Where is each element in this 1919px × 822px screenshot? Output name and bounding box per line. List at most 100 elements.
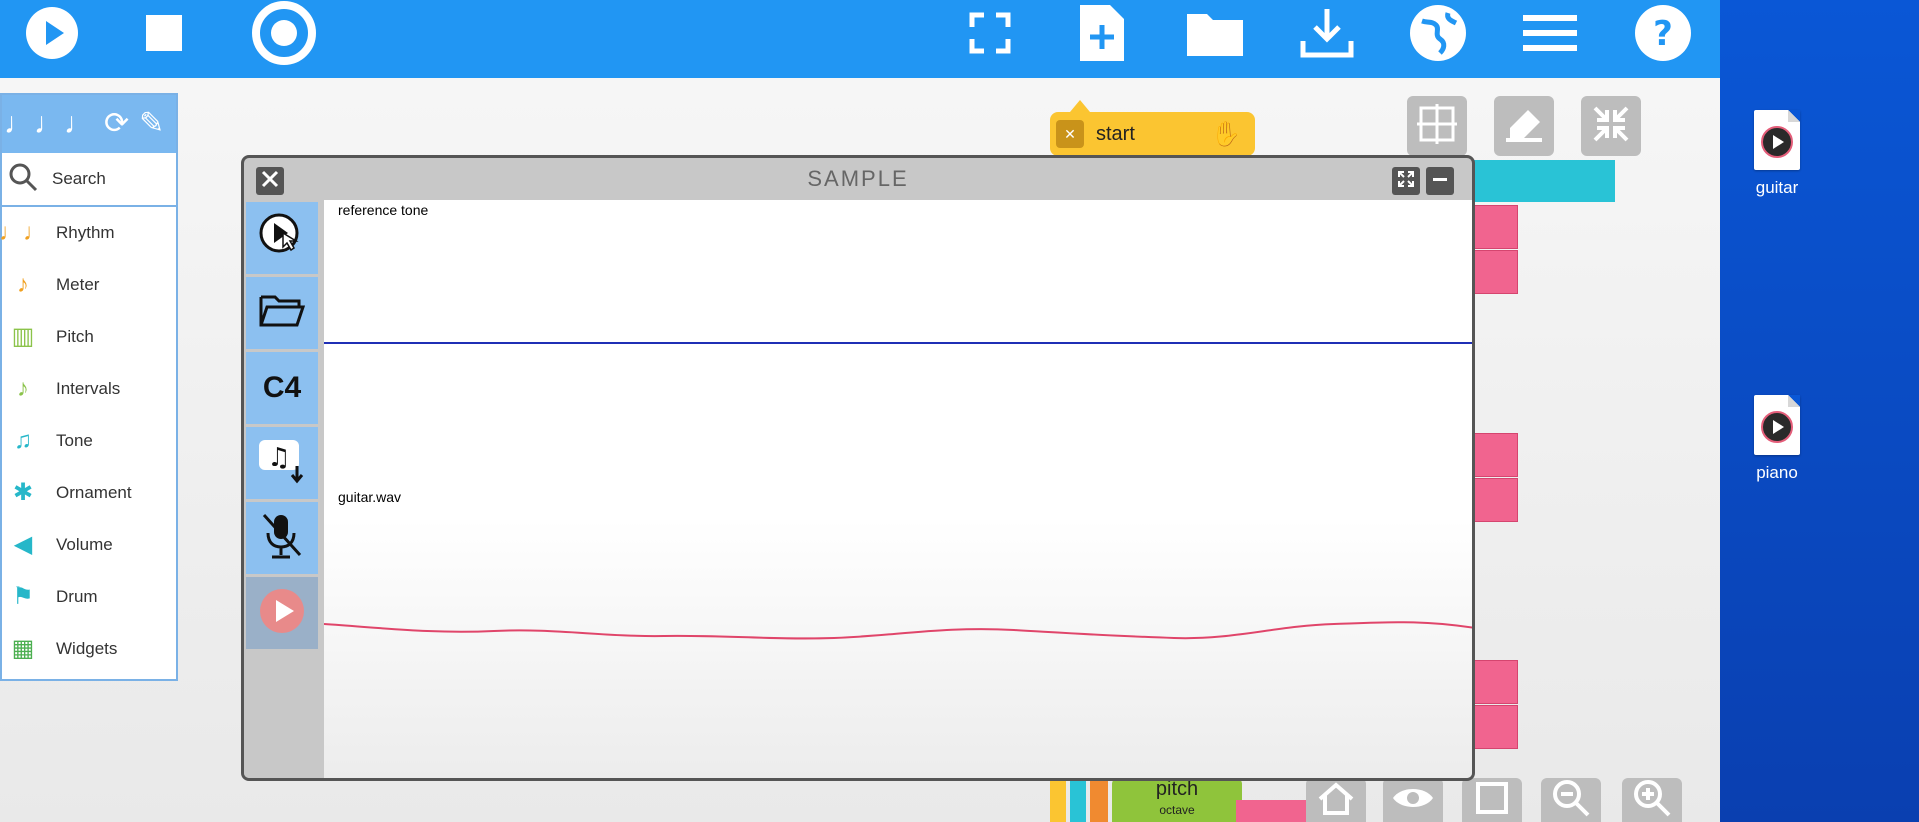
record-button[interactable] [244, 0, 324, 66]
stop-button[interactable] [124, 0, 204, 66]
tone-block-stem [1070, 778, 1086, 822]
palette-item-meter[interactable]: ♪ Meter [2, 259, 176, 311]
palette-item-label: Drum [56, 587, 98, 606]
new-file-icon [1078, 3, 1126, 63]
search-icon [8, 162, 38, 197]
palette-item-volume[interactable]: ◀ Volume [2, 519, 176, 571]
palette-item-tone[interactable]: ♫ Tone [2, 415, 176, 467]
pen-icon[interactable]: ✎ [139, 107, 165, 140]
palette-item-label: Widgets [56, 639, 118, 658]
pitch-block[interactable]: pitch octave [1112, 778, 1242, 822]
palette-item-pitch[interactable]: ▥ Pitch [2, 311, 176, 363]
desktop-icon-piano[interactable]: piano [1741, 395, 1813, 483]
play-circle-icon [258, 587, 306, 640]
grid-button[interactable] [1407, 96, 1467, 156]
drum-icon: ⚑ [12, 583, 34, 610]
desktop-icon-guitar[interactable]: guitar [1741, 110, 1813, 198]
palette-item-label: Pitch [56, 327, 94, 346]
close-button[interactable] [256, 167, 284, 195]
tone-block[interactable] [1470, 160, 1615, 202]
home-button[interactable] [1306, 778, 1366, 822]
mute-mic-button[interactable] [246, 502, 318, 577]
play-circle-icon [257, 211, 307, 266]
fullscreen-button[interactable] [950, 0, 1030, 66]
palette-item-label: Rhythm [56, 223, 115, 242]
home-icon [1316, 781, 1356, 820]
open-button[interactable] [1175, 0, 1255, 66]
new-file-button[interactable] [1062, 0, 1142, 66]
pink-block[interactable] [1472, 478, 1518, 522]
palette-item-ornament[interactable]: ✱ Ornament [2, 467, 176, 519]
palette-item-widgets[interactable]: ▦ Widgets [2, 623, 176, 675]
pitch-icon: ▥ [11, 323, 35, 350]
clear-button[interactable] [1494, 96, 1554, 156]
open-sample-button[interactable] [246, 277, 318, 352]
palette-search[interactable]: Search [2, 153, 176, 207]
palette-tabs: ♩♩♩ ⟳ ✎ [2, 95, 176, 153]
minimize-icon [1431, 170, 1449, 193]
block-palette: ♩♩♩ ⟳ ✎ Search ♩♩ Rhythm ♪ Meter ▥ Pitch ♪ Inte… [0, 93, 178, 681]
eye-icon [1391, 783, 1435, 818]
top-toolbar: ? [0, 0, 1720, 78]
save-button[interactable] [1287, 0, 1367, 66]
sample-window-title: SAMPLE [807, 166, 909, 191]
pink-arg-block[interactable] [1236, 800, 1306, 822]
start-block[interactable]: ✕ start ✋ [1050, 100, 1255, 156]
tone-icon: ♫ [14, 427, 32, 454]
sample-widget-window: SAMPLE C4 ♫ [241, 155, 1475, 781]
zoom-in-icon [1632, 778, 1672, 822]
pink-block[interactable] [1472, 433, 1518, 477]
palette-item-drum[interactable]: ⚑ Drum [2, 571, 176, 623]
svg-text:♫: ♫ [267, 443, 290, 473]
zoom-out-button[interactable] [1541, 778, 1601, 822]
menu-icon [1523, 13, 1577, 53]
palette-item-label: Volume [56, 535, 113, 554]
play-icon [24, 5, 80, 61]
intervals-icon: ♪ [17, 375, 29, 402]
view-button[interactable] [1383, 778, 1443, 822]
help-button[interactable]: ? [1623, 0, 1703, 66]
record-icon [251, 0, 317, 66]
desktop-background [1720, 0, 1919, 822]
pink-block[interactable] [1472, 250, 1518, 294]
maximize-button[interactable] [1392, 167, 1420, 195]
refresh-icon[interactable]: ⟳ [104, 107, 130, 140]
pink-block[interactable] [1472, 660, 1518, 704]
pitch-block-label: pitch [1155, 778, 1199, 800]
play-sample-button[interactable] [246, 577, 318, 652]
start-block-label: start [1096, 122, 1135, 145]
pink-block[interactable] [1472, 705, 1518, 749]
rhythm-icon: ♩♩ [0, 219, 47, 246]
reference-tone-label: reference tone [338, 202, 429, 218]
zoom-in-button[interactable] [1622, 778, 1682, 822]
fullscreen-icon [968, 11, 1012, 55]
collapse-icon: ✕ [1056, 120, 1084, 148]
stop-icon [144, 13, 184, 53]
palette-item-label: Tone [56, 431, 93, 450]
minimize-button[interactable] [1426, 167, 1454, 195]
menu-button[interactable] [1510, 0, 1590, 66]
language-button[interactable] [1398, 0, 1478, 66]
play-button[interactable] [12, 0, 92, 66]
collapse-button[interactable] [1581, 96, 1641, 156]
volume-icon: ◀ [13, 531, 33, 558]
palette-item-intervals[interactable]: ♪ Intervals [2, 363, 176, 415]
expand-icon [1475, 781, 1509, 820]
save-sample-button[interactable]: ♫ [246, 427, 318, 502]
search-label: Search [52, 169, 106, 188]
palette-item-label: Ornament [56, 483, 132, 502]
pitch-button[interactable]: C4 [246, 352, 318, 427]
help-icon: ? [1633, 3, 1693, 63]
sample-waveform [324, 621, 1472, 640]
start-block-stem [1050, 778, 1066, 822]
play-reference-button[interactable] [246, 202, 318, 277]
grid-icon [1417, 103, 1457, 149]
restore-button[interactable] [1462, 778, 1522, 822]
palette-item-label: Intervals [56, 379, 121, 398]
meter-block-stem [1090, 778, 1108, 822]
desktop-icon-label: piano [1756, 463, 1798, 482]
palette-item-rhythm[interactable]: ♩♩ Rhythm [0, 207, 176, 259]
music-notes-icon[interactable]: ♩♩♩ [4, 107, 94, 140]
folder-open-icon [259, 293, 306, 334]
pink-block[interactable] [1472, 205, 1518, 249]
